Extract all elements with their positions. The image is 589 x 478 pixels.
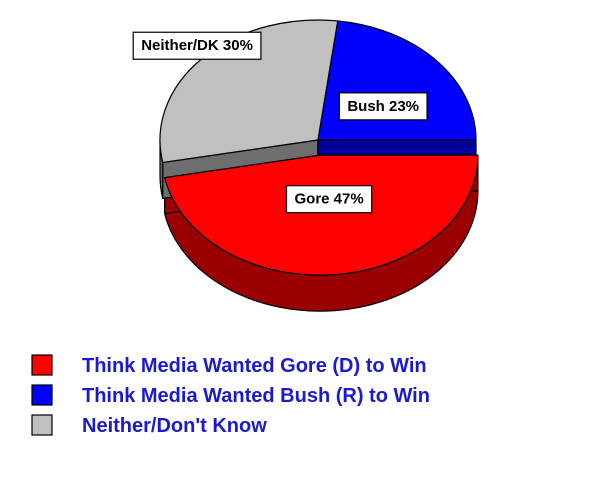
legend-item-think-media-wanted-bush-r-to-win: Think Media Wanted Bush (R) to Win xyxy=(31,384,430,407)
slice-label-text-gore: Gore 47% xyxy=(294,191,363,208)
slice-labels: Gore 47% Neither/DK 30% Bush 23% xyxy=(132,31,428,214)
legend-label: Think Media Wanted Bush (R) to Win xyxy=(82,385,430,407)
slice-label-box-bush xyxy=(338,92,428,121)
legend-swatch xyxy=(31,354,53,376)
pie-slices xyxy=(159,19,479,312)
slice-label-neither-dk: Neither/DK 30% xyxy=(132,31,262,60)
slice-gore xyxy=(163,154,479,276)
legend: Think Media Wanted Gore (D) to Win Think … xyxy=(31,354,430,437)
legend-swatch xyxy=(31,384,53,406)
legend-label: Neither/Don't Know xyxy=(82,415,267,437)
slice-bush xyxy=(317,20,477,141)
slice-label-gore: Gore 47% xyxy=(285,185,373,214)
slice-label-bush: Bush 23% xyxy=(338,92,428,121)
legend-swatch xyxy=(31,414,53,436)
legend-item-neither-don-t-know: Neither/Don't Know xyxy=(31,414,267,437)
legend-label: Think Media Wanted Gore (D) to Win xyxy=(82,355,427,377)
legend-item-think-media-wanted-gore-d-to-win: Think Media Wanted Gore (D) to Win xyxy=(31,354,427,377)
slice-label-box-neither-dk xyxy=(132,31,262,60)
slice-label-text-bush: Bush 23% xyxy=(347,98,419,115)
slice-label-text-neither-dk: Neither/DK 30% xyxy=(141,37,253,54)
slice-label-box-gore xyxy=(285,185,373,214)
